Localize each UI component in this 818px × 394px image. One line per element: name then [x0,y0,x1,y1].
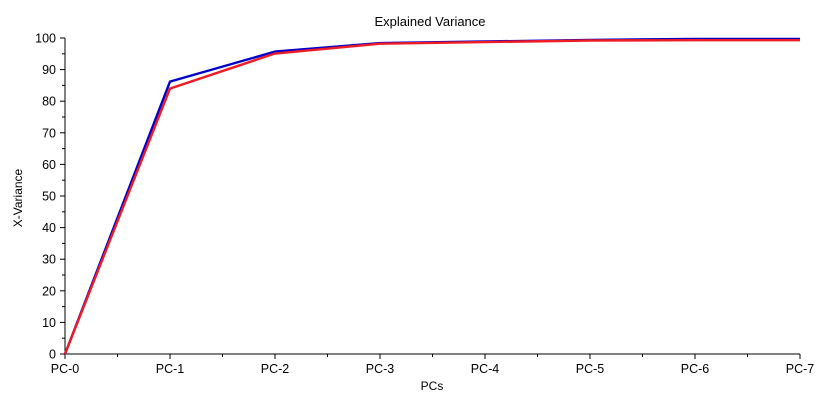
y-tick-label: 60 [42,158,56,172]
x-tick-label: PC-4 [471,362,500,376]
y-axis-ticks: 0 10 20 30 40 50 60 70 80 90 100 [35,32,65,362]
x-tick-label: PC-3 [366,362,395,376]
y-tick-label: 40 [42,221,56,235]
y-tick-label: 50 [42,190,56,204]
x-tick-label: PC-5 [576,362,605,376]
series-line-2 [63,39,800,355]
x-tick-label: PC-0 [51,362,80,376]
y-tick-label: 90 [42,63,56,77]
x-tick-label: PC-7 [786,362,815,376]
series-lines [63,37,800,355]
y-tick-label: 100 [35,32,56,46]
x-tick-label: PC-6 [681,362,710,376]
y-tick-label: 80 [42,95,56,109]
y-axis-label: X-Variance [11,168,25,227]
x-axis-label: PCs [421,379,444,393]
y-tick-label: 10 [42,316,56,330]
y-tick-label: 0 [49,348,56,362]
x-axis-ticks: PC-0 PC-1 PC-2 PC-3 PC-4 PC-5 PC-6 PC-7 [51,354,815,376]
chart-title: Explained Variance [374,14,485,29]
y-tick-label: 30 [42,253,56,267]
y-tick-label: 70 [42,126,56,140]
x-tick-label: PC-2 [261,362,290,376]
x-tick-label: PC-1 [156,362,185,376]
y-tick-label: 20 [42,284,56,298]
